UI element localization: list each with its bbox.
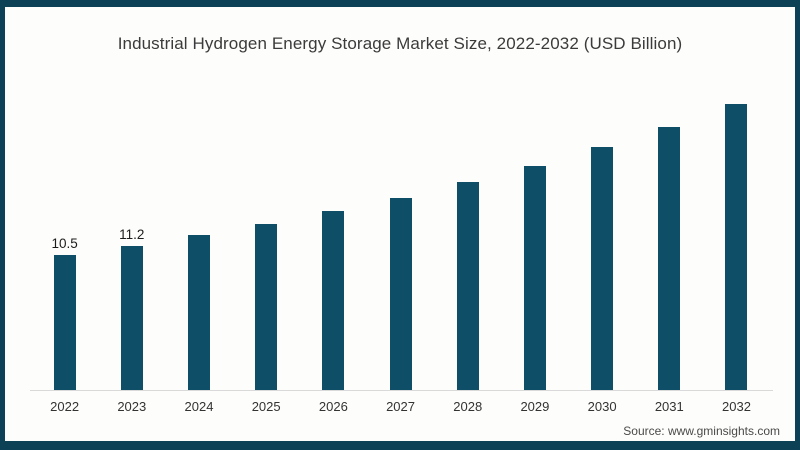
x-tick-2026: 2026 <box>318 399 348 414</box>
x-tick-2022: 2022 <box>50 399 80 414</box>
x-tick-2025: 2025 <box>251 399 281 414</box>
bars-row: 10.5 11.2 <box>31 7 770 390</box>
bar-2024 <box>187 235 210 390</box>
bar-column-2023: 11.2 <box>98 227 165 390</box>
bar-column-2022: 10.5 <box>31 236 98 390</box>
bar-column-2027 <box>367 198 434 390</box>
bar-column-2025 <box>233 224 300 390</box>
x-tick-2031: 2031 <box>654 399 684 414</box>
x-tick-2032: 2032 <box>722 399 751 414</box>
bar-2031 <box>658 127 681 390</box>
bar-2023 <box>120 246 143 390</box>
bar-column-2026 <box>300 211 367 390</box>
bar-2027 <box>389 198 412 390</box>
bar-value-label-2023: 11.2 <box>119 227 145 242</box>
chart-title: Industrial Hydrogen Energy Storage Marke… <box>117 34 683 53</box>
x-tick-2027: 2027 <box>386 399 415 414</box>
x-tick-2029: 2029 <box>520 399 550 414</box>
bar-column-2024 <box>165 235 232 390</box>
bar-2025 <box>255 224 278 390</box>
bar-value-label-2022: 10.5 <box>51 236 78 251</box>
bar-column-2028 <box>434 182 501 390</box>
bar-2026 <box>322 211 345 390</box>
x-tick-2024: 2024 <box>184 399 214 414</box>
bar-column-2029 <box>501 166 568 390</box>
bar-2022 <box>53 255 76 390</box>
x-tick-2023: 2023 <box>117 399 147 414</box>
x-tick-2030: 2030 <box>587 399 617 414</box>
bar-column-2030 <box>569 147 636 390</box>
x-tick-2028: 2028 <box>453 399 483 414</box>
bar-column-2031 <box>636 127 703 390</box>
bar-column-2032 <box>703 104 770 390</box>
bar-2032 <box>725 104 748 390</box>
bar-2029 <box>523 166 546 390</box>
source-note: Source: www.gminsights.com <box>623 424 780 438</box>
x-axis-labels: 2022 2023 2024 2025 2026 2027 2028 2029 2030 2031… <box>31 399 770 414</box>
x-axis-line <box>30 390 773 391</box>
bar-2030 <box>591 147 614 390</box>
bar-2028 <box>456 182 479 390</box>
